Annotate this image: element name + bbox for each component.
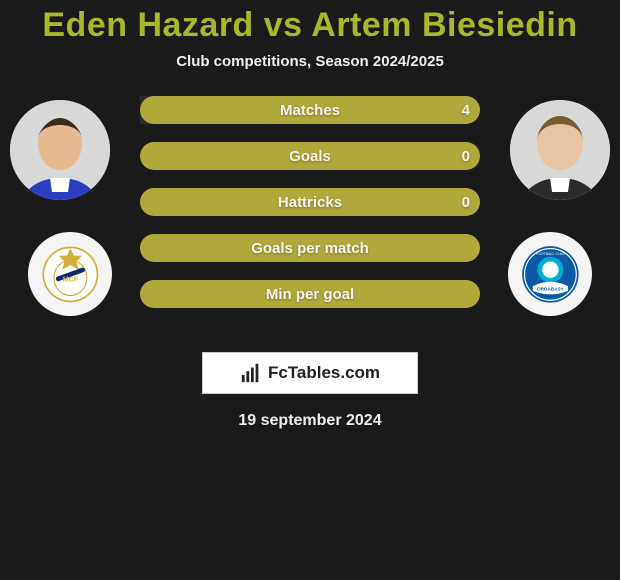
player-left-avatar [10, 100, 110, 200]
stat-label: Goals [289, 148, 331, 165]
chart-icon [240, 362, 262, 384]
stat-value-right: 0 [462, 194, 470, 211]
stat-label: Min per goal [266, 286, 354, 303]
player-left-avatar-icon [10, 100, 110, 200]
brand-box: FcTables.com [202, 352, 418, 394]
stat-bar: 4 Matches [140, 96, 480, 124]
stat-label: Hattricks [278, 194, 342, 211]
ordabasy-badge-icon: ORDABASY FOOTBALL CLUB [521, 245, 580, 304]
svg-text:FOOTBALL CLUB: FOOTBALL CLUB [536, 252, 565, 256]
stat-bars: 4 Matches 0 Goals 0 Hattricks Goals per match M… [140, 96, 480, 326]
player-left-club-badge: MCF [28, 232, 112, 316]
stat-label: Matches [280, 102, 340, 119]
stat-bar: 0 Hattricks [140, 188, 480, 216]
player-right-avatar [510, 100, 610, 200]
svg-text:MCF: MCF [62, 276, 78, 283]
stat-value-right: 0 [462, 148, 470, 165]
stat-label: Goals per match [251, 240, 369, 257]
stat-bar-fill-right [310, 142, 480, 170]
stat-bar: Goals per match [140, 234, 480, 262]
real-madrid-badge-icon: MCF [41, 245, 100, 304]
player-right-avatar-icon [510, 100, 610, 200]
stat-value-right: 4 [462, 102, 470, 119]
brand-text: FcTables.com [268, 363, 380, 383]
stat-bar-fill-left [140, 142, 310, 170]
page-title: Eden Hazard vs Artem Biesiedin [0, 0, 620, 45]
stat-bar: 0 Goals [140, 142, 480, 170]
player-right-club-badge: ORDABASY FOOTBALL CLUB [508, 232, 592, 316]
svg-text:ORDABASY: ORDABASY [537, 286, 565, 291]
comparison-panel: MCF ORDABASY FOOTBALL CLUB 4 Matches 0 Goal… [0, 100, 620, 340]
subtitle: Club competitions, Season 2024/2025 [0, 53, 620, 70]
stat-bar: Min per goal [140, 280, 480, 308]
date-text: 19 september 2024 [0, 412, 620, 430]
